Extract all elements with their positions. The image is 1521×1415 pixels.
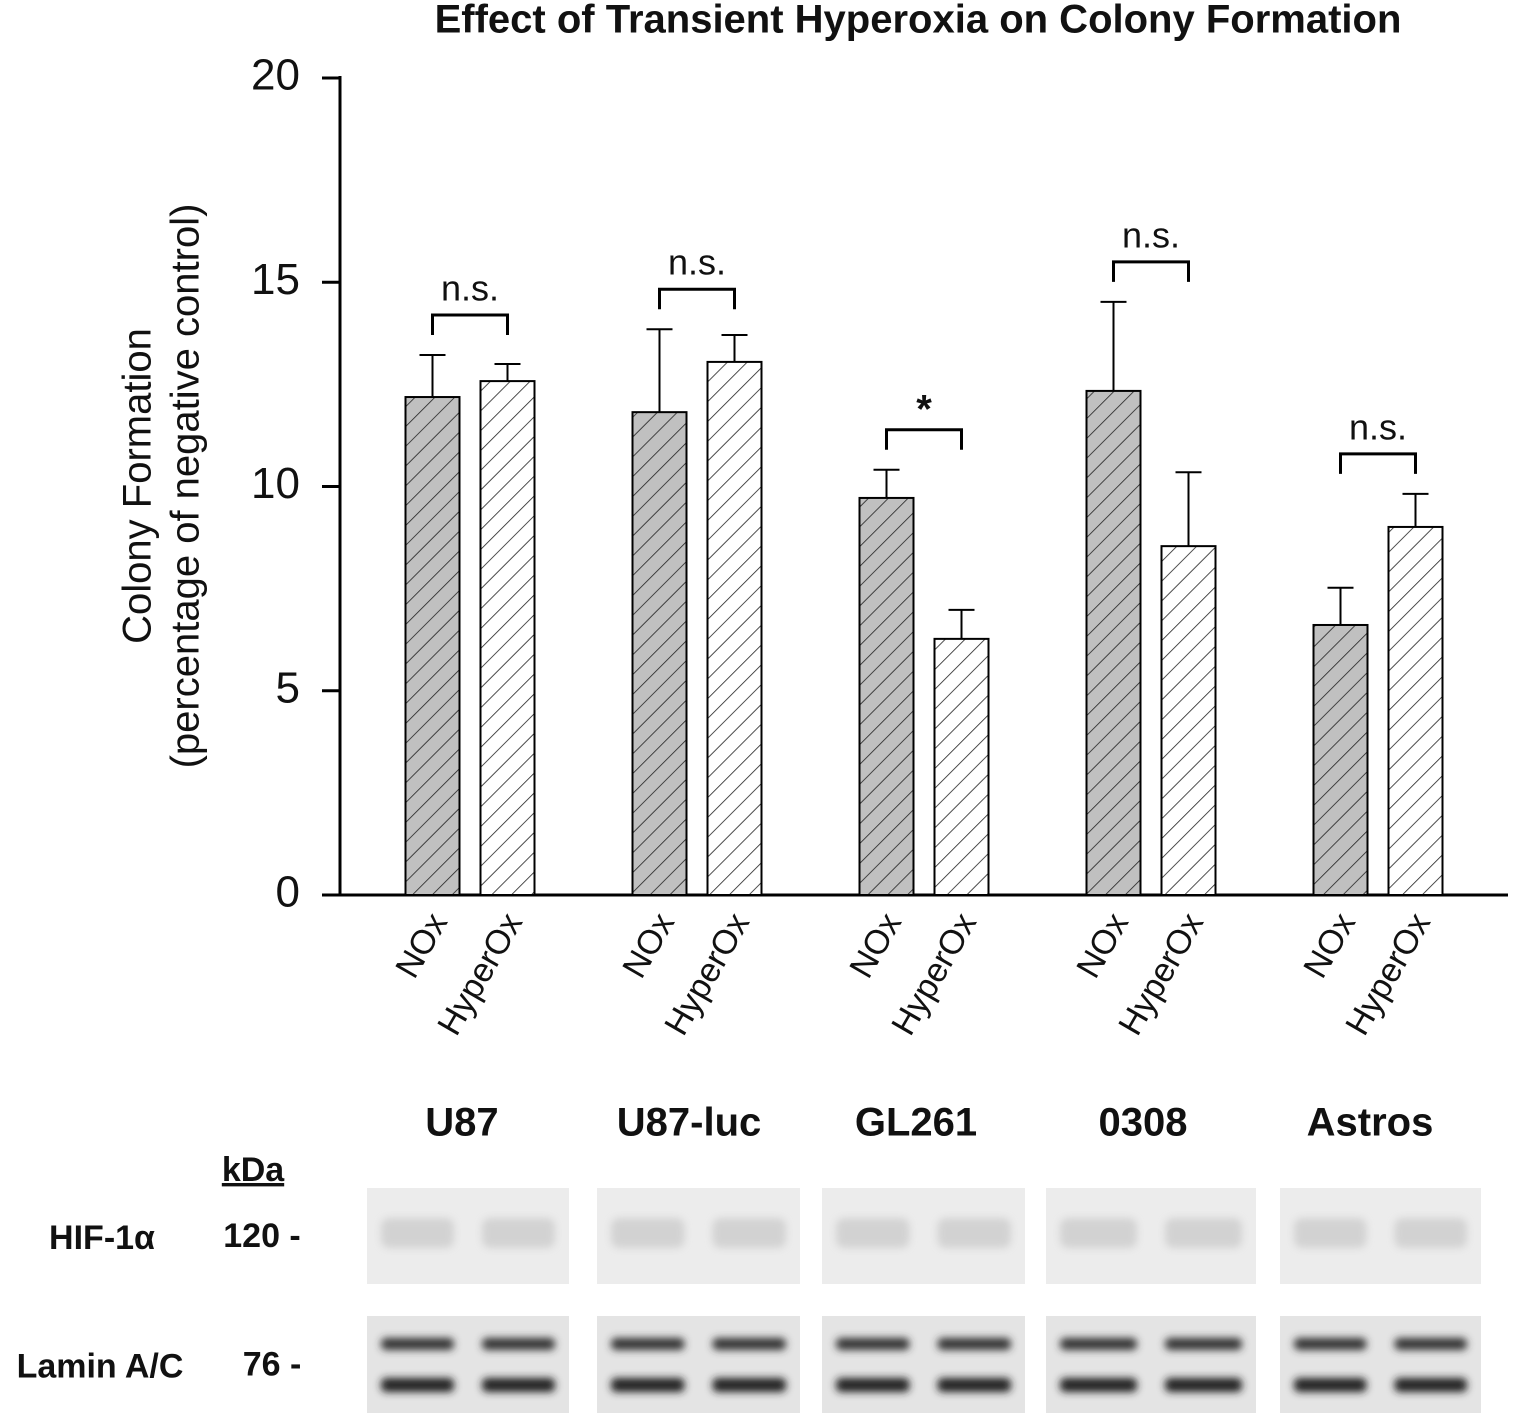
bar	[404, 396, 461, 896]
blot-band	[836, 1218, 910, 1248]
blot-band	[937, 1378, 1011, 1392]
significance-bracket	[658, 287, 736, 310]
bar	[479, 380, 536, 896]
blot-band	[611, 1378, 685, 1392]
bar	[1387, 525, 1444, 897]
blot-band	[1060, 1378, 1137, 1392]
blot-panel	[822, 1316, 1025, 1413]
blot-band	[1165, 1218, 1242, 1248]
y-tick-label: 0	[276, 868, 300, 917]
blot-band	[1394, 1338, 1467, 1350]
blot-band	[381, 1378, 454, 1392]
bar	[858, 496, 915, 896]
x-tick-label: NOx	[842, 906, 909, 984]
blot-row-label: Lamin A/C	[17, 1347, 184, 1385]
blot-band	[1394, 1218, 1467, 1248]
blot-band	[1165, 1338, 1242, 1350]
y-axis-sublabel: (percentage of negative control)	[164, 204, 208, 769]
bar	[933, 637, 990, 896]
group-label: GL261	[855, 1101, 977, 1145]
bar	[706, 360, 763, 897]
blot-band	[611, 1218, 685, 1248]
blot-panel	[367, 1316, 569, 1413]
blot-band	[1294, 1378, 1367, 1392]
x-tick-label: NOx	[615, 906, 682, 984]
y-axis-label: Colony Formation	[116, 328, 160, 644]
x-tick-label: NOx	[388, 906, 455, 984]
x-tick-label: NOx	[1069, 906, 1136, 984]
blot-band	[836, 1378, 910, 1392]
significance-bracket	[885, 428, 963, 450]
group-label: U87	[425, 1101, 498, 1145]
blot-band	[1060, 1338, 1137, 1350]
y-tick-label: 5	[276, 663, 300, 712]
blot-panel	[597, 1316, 800, 1413]
blot-kda-label: 120 -	[223, 1217, 301, 1255]
group-label: U87-luc	[617, 1101, 762, 1145]
blot-band	[482, 1378, 555, 1392]
significance-label: n.s.	[441, 267, 499, 308]
blot-band	[712, 1378, 786, 1392]
blot-band	[1294, 1338, 1367, 1350]
blot-band	[836, 1338, 910, 1350]
blot-band	[482, 1218, 555, 1248]
bar	[1312, 623, 1369, 896]
blot-band	[937, 1218, 1011, 1248]
x-tick-label: NOx	[1296, 906, 1363, 984]
blot-band	[712, 1218, 786, 1248]
blot-band	[712, 1338, 786, 1350]
blot-unit: kDa	[222, 1151, 285, 1189]
blot-band	[482, 1338, 555, 1350]
y-axis-title: Colony Formation (percentage of negative…	[116, 204, 208, 769]
chart-title: Effect of Transient Hyperoxia on Colony …	[435, 0, 1402, 42]
bar	[1160, 545, 1217, 896]
blot-kda-label: 76 -	[243, 1345, 302, 1383]
y-tick-label: 10	[251, 459, 300, 508]
significance-label: n.s.	[668, 242, 726, 283]
group-label: Astros	[1307, 1101, 1434, 1145]
bar	[631, 411, 688, 896]
blot-band	[381, 1338, 454, 1350]
bar	[1085, 389, 1142, 896]
significance-bracket	[1339, 452, 1417, 474]
blot-row-label: HIF-1α	[49, 1219, 155, 1257]
significance-label: n.s.	[1122, 214, 1180, 255]
blot-band	[1060, 1218, 1137, 1248]
significance-label: *	[916, 387, 932, 431]
group-label: 0308	[1099, 1101, 1188, 1145]
significance-bracket	[431, 313, 509, 335]
significance-bracket	[1112, 260, 1190, 282]
blot-band	[1394, 1378, 1467, 1392]
blot-band	[611, 1338, 685, 1350]
blot-band	[381, 1218, 454, 1248]
blot-band	[1165, 1378, 1242, 1392]
blot-panel	[1046, 1316, 1256, 1413]
y-tick-label: 20	[251, 51, 300, 100]
blot-panel	[1280, 1316, 1481, 1413]
blot-band	[1294, 1218, 1367, 1248]
y-tick-label: 15	[251, 255, 300, 304]
significance-label: n.s.	[1349, 406, 1407, 447]
blot-band	[937, 1338, 1011, 1350]
